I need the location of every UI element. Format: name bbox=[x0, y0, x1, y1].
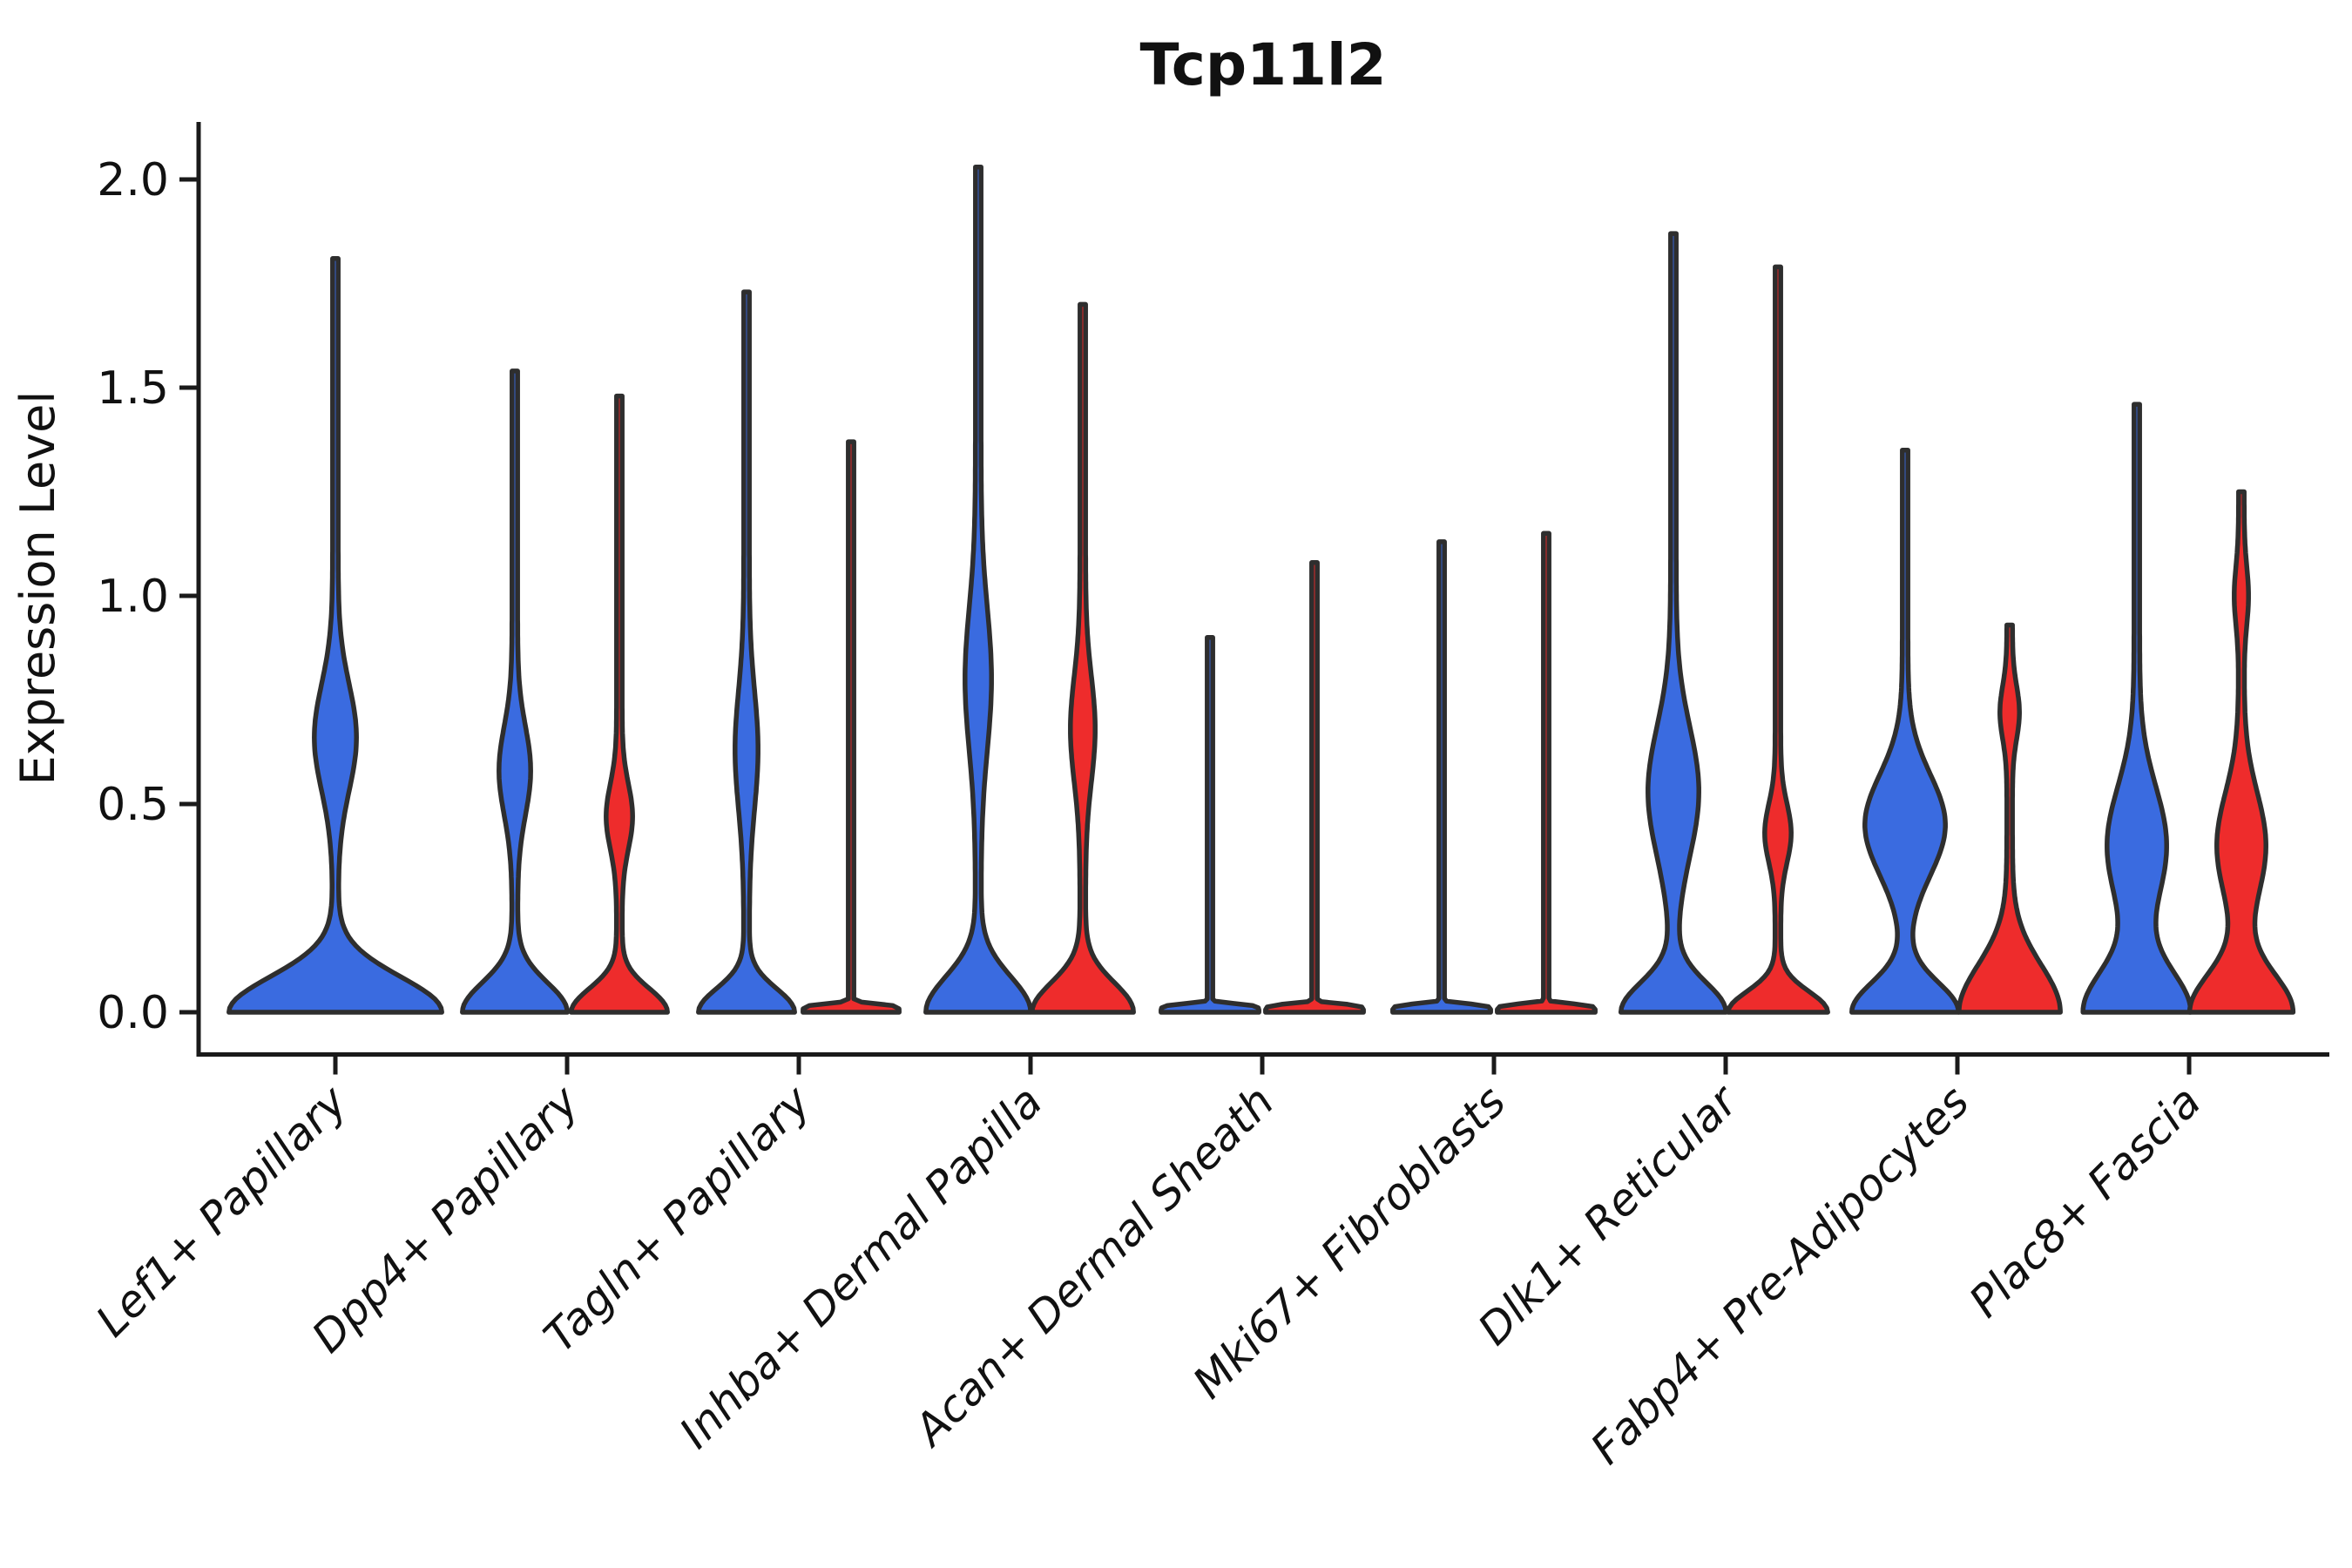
chart-title: Tcp11l2 bbox=[1139, 31, 1386, 98]
y-tick-label: 0.0 bbox=[97, 987, 169, 1039]
y-tick-label: 1.5 bbox=[97, 362, 169, 415]
violin-lef1-papillary-blue bbox=[226, 256, 444, 1015]
tick-marks bbox=[179, 177, 2192, 1075]
violin-dlk1-reticular-red bbox=[1726, 264, 1830, 1015]
violin-acan-dermal-sheath-blue bbox=[1159, 635, 1261, 1015]
violin-tagln-papillary-red bbox=[801, 439, 902, 1015]
y-tick-label: 1.0 bbox=[97, 571, 169, 623]
violin-inhba-dermal-papilla-blue bbox=[923, 164, 1033, 1015]
violin-dpp4-papillary-blue bbox=[460, 368, 570, 1015]
violin-mki67-fibroblasts-red bbox=[1495, 531, 1598, 1015]
x-tick-label-plac8-fascia: Plac8+ Fascia bbox=[1960, 1076, 2211, 1327]
violin-acan-dermal-sheath-red bbox=[1263, 560, 1366, 1015]
violin-dpp4-papillary-red bbox=[569, 393, 670, 1015]
x-tick-label-fabp4-pre-adipocytes: Fabp4+ Pre-Adipocytes bbox=[1581, 1076, 1979, 1474]
x-tick-labels: Lef1+ Papillary Dpp4+ Papillary Tagln+ P… bbox=[86, 1074, 2210, 1474]
violin-mki67-fibroblasts-blue bbox=[1390, 539, 1493, 1015]
violin-fabp4-pre-adipocytes-red bbox=[1957, 622, 2063, 1015]
y-tick-labels: 2.0 1.5 1.0 0.5 0.0 bbox=[97, 154, 169, 1039]
violins bbox=[226, 164, 2296, 1015]
y-axis-label: Expression Level bbox=[10, 391, 65, 786]
violin-plac8-fascia-blue bbox=[2080, 402, 2193, 1015]
y-tick-label: 0.5 bbox=[97, 779, 169, 831]
violin-plac8-fascia-red bbox=[2186, 489, 2296, 1015]
violin-inhba-dermal-papilla-red bbox=[1030, 301, 1136, 1015]
y-tick-label: 2.0 bbox=[97, 154, 169, 206]
violin-tagln-papillary-blue bbox=[696, 289, 797, 1015]
violin-fabp4-pre-adipocytes-blue bbox=[1849, 447, 1961, 1015]
violin-dlk1-reticular-blue bbox=[1618, 231, 1729, 1015]
x-tick-label-lef1-papillary: Lef1+ Papillary bbox=[86, 1075, 357, 1346]
